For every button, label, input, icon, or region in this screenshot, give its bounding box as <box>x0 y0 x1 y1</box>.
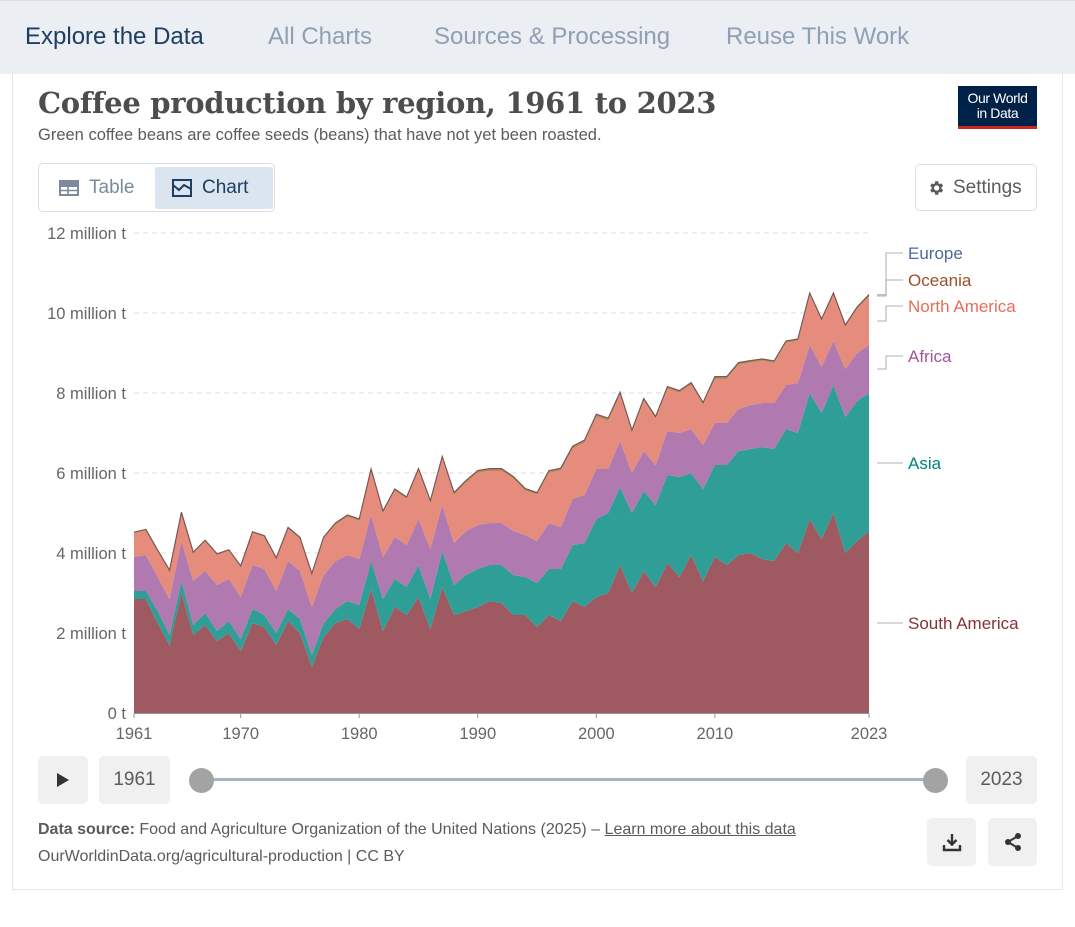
share-button[interactable] <box>988 818 1037 866</box>
settings-label: Settings <box>953 176 1022 198</box>
logo-line-2: in Data <box>976 105 1019 121</box>
chart-tab-button[interactable]: Chart <box>155 167 273 209</box>
x-tick-label: 1970 <box>222 725 259 743</box>
x-tick-label: 1961 <box>116 725 153 743</box>
series-label-north-america[interactable]: North America <box>908 297 1016 316</box>
series-label-asia[interactable]: Asia <box>908 454 942 473</box>
y-tick-label: 2 million t <box>56 625 126 643</box>
download-button[interactable] <box>927 818 976 866</box>
settings-button[interactable]: Settings <box>915 164 1037 211</box>
label-connector <box>877 279 903 297</box>
timeline-track[interactable] <box>201 778 935 781</box>
top-nav: Explore the Data All Charts Sources & Pr… <box>0 0 1075 74</box>
play-button[interactable] <box>38 756 88 804</box>
area-asia[interactable] <box>134 385 869 667</box>
table-tab-button[interactable]: Table <box>42 167 154 209</box>
data-source: Data source: Food and Agriculture Organi… <box>38 821 796 839</box>
tab-sources-processing[interactable]: Sources & Processing <box>434 23 671 50</box>
tab-explore-the-data[interactable]: Explore the Data <box>25 23 204 50</box>
data-source-prefix: Data source: <box>38 821 135 838</box>
learn-more-link[interactable]: Learn more about this data <box>604 821 796 838</box>
timeline-start-year[interactable]: 1961 <box>99 756 170 804</box>
x-tick-label: 2000 <box>578 725 615 743</box>
logo-line-1: Our World <box>967 90 1028 106</box>
series-label-africa[interactable]: Africa <box>908 347 952 366</box>
share-icon <box>1004 833 1021 851</box>
timeline-end-year[interactable]: 2023 <box>966 756 1037 804</box>
chart-title: Coffee production by region, 1961 to 202… <box>38 86 717 120</box>
area-chart-icon <box>172 179 192 197</box>
data-source-text: Food and Agriculture Organization of the… <box>139 821 601 838</box>
label-connector <box>877 355 903 370</box>
x-tick-label: 2023 <box>851 725 888 743</box>
timeline-start-handle[interactable] <box>188 768 214 793</box>
y-tick-label: 10 million t <box>47 305 126 323</box>
series-label-europe[interactable]: Europe <box>908 244 963 263</box>
tab-reuse-this-work[interactable]: Reuse This Work <box>726 23 910 50</box>
x-tick-label: 2010 <box>697 725 734 743</box>
area-south-america[interactable] <box>134 513 869 713</box>
table-icon <box>59 180 79 196</box>
y-tick-label: 12 million t <box>47 225 126 243</box>
stack-outline <box>133 291 870 576</box>
table-tab-label: Table <box>89 177 135 198</box>
series-label-south-america[interactable]: South America <box>908 614 1019 633</box>
tab-all-charts[interactable]: All Charts <box>268 23 373 50</box>
y-tick-label: 6 million t <box>56 465 126 483</box>
gear-icon <box>930 180 944 195</box>
timeline-end-handle[interactable] <box>922 768 948 793</box>
label-connector <box>877 252 903 296</box>
chart-tab-label: Chart <box>202 177 249 198</box>
source-url: OurWorldinData.org/agricultural-producti… <box>38 848 405 865</box>
y-tick-label: 0 t <box>108 705 127 723</box>
download-icon <box>942 834 961 852</box>
y-tick-label: 4 million t <box>56 545 126 563</box>
owid-logo[interactable]: Our World in Data <box>958 86 1037 129</box>
series-label-oceania[interactable]: Oceania <box>908 271 972 290</box>
x-tick-label: 1990 <box>459 725 496 743</box>
chart-subtitle: Green coffee beans are coffee seeds (bea… <box>38 126 602 144</box>
y-tick-label: 8 million t <box>56 385 126 403</box>
view-toggle: Table Chart <box>38 163 275 212</box>
play-icon <box>57 773 69 787</box>
label-connector <box>877 305 903 322</box>
x-tick-label: 1980 <box>341 725 378 743</box>
